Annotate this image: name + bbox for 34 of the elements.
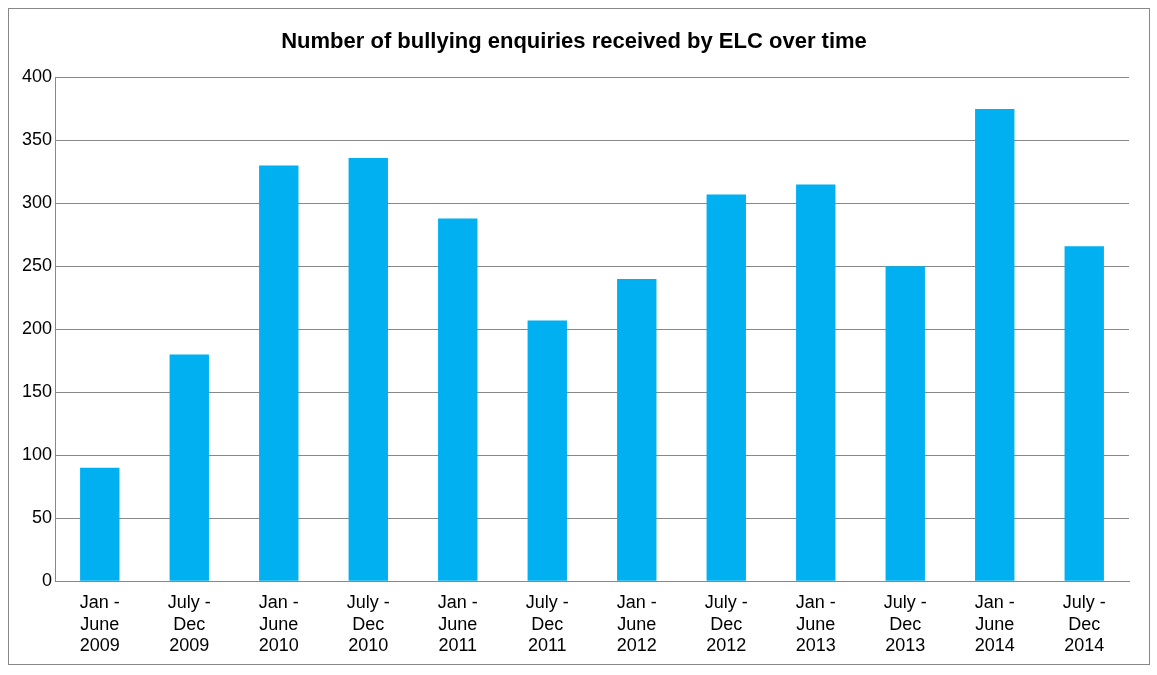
x-tick-label: July - Dec 2010 xyxy=(346,591,390,656)
bar xyxy=(885,266,925,581)
y-tick-label: 0 xyxy=(42,570,53,591)
bar xyxy=(438,218,478,581)
x-tick-label: Jan - June 2012 xyxy=(616,591,657,656)
bar xyxy=(706,194,746,581)
y-tick-label: 400 xyxy=(21,66,53,87)
y-tick-label: 300 xyxy=(21,192,53,213)
y-tick-label: 100 xyxy=(21,444,53,465)
x-tick-label: Jan - June 2013 xyxy=(795,591,836,656)
x-tick-label: Jan - June 2009 xyxy=(79,591,120,656)
chart-title: Number of bullying enquiries received by ELC over time xyxy=(281,28,867,54)
y-tick-label: 150 xyxy=(21,381,53,402)
x-tick-label: Jan - June 2014 xyxy=(974,591,1015,656)
x-tick-label: July - Dec 2013 xyxy=(883,591,927,656)
y-tick-label: 350 xyxy=(21,129,53,150)
x-tick-label: July - Dec 2011 xyxy=(525,591,569,656)
bar xyxy=(1064,246,1104,581)
x-tick-label: July - Dec 2014 xyxy=(1062,591,1106,656)
x-tick-label: Jan - June 2010 xyxy=(258,591,299,656)
y-tick-label: 50 xyxy=(32,507,53,528)
bar xyxy=(348,158,388,581)
bar xyxy=(259,165,299,581)
bar xyxy=(975,108,1015,581)
bar xyxy=(796,184,836,581)
x-tick-label: July - Dec 2012 xyxy=(704,591,748,656)
bar xyxy=(169,354,209,581)
x-tick-label: July - Dec 2009 xyxy=(167,591,211,656)
bar xyxy=(80,467,120,581)
bar xyxy=(527,320,567,581)
x-tick-label: Jan - June 2011 xyxy=(437,591,478,656)
y-tick-label: 250 xyxy=(21,255,53,276)
bar xyxy=(617,278,657,581)
y-tick-label: 200 xyxy=(21,318,53,339)
